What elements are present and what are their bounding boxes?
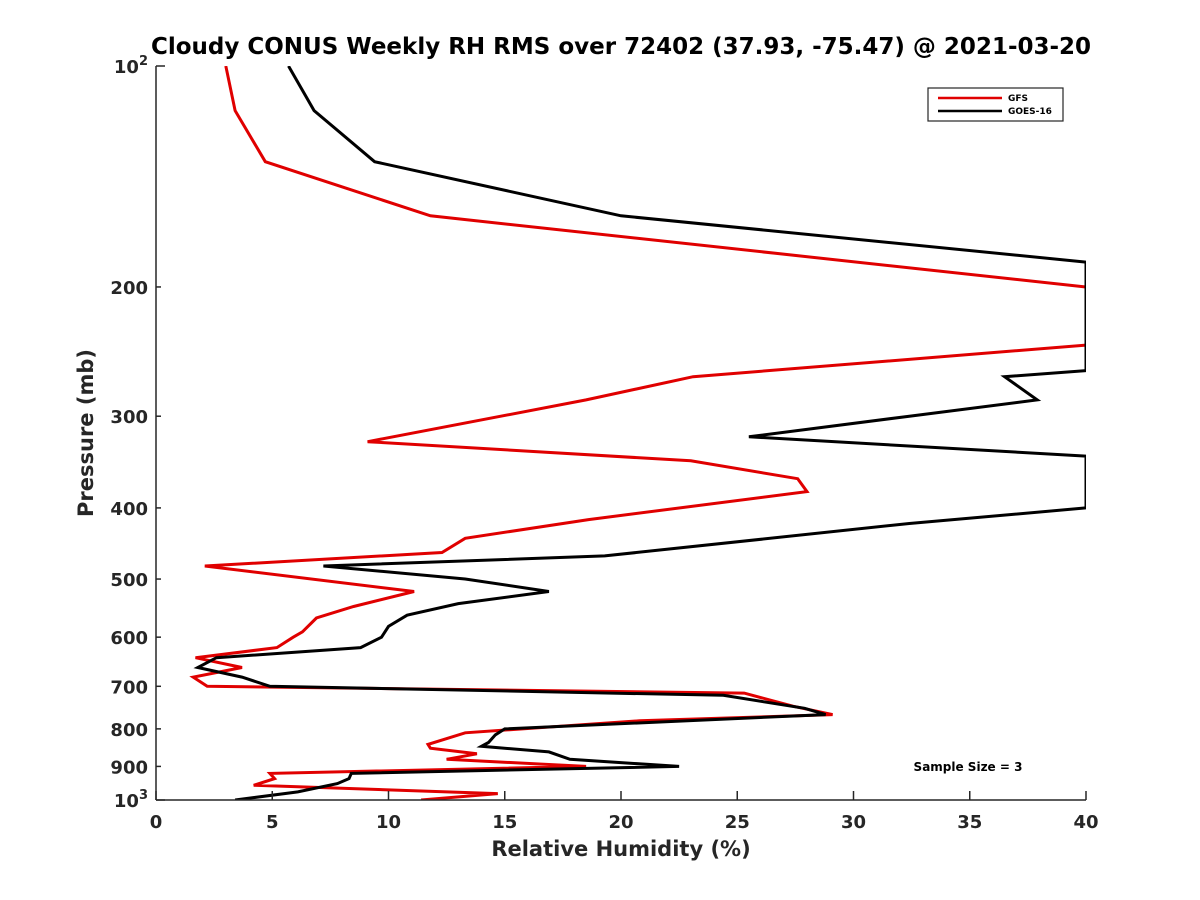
x-axis-label: Relative Humidity (%)	[491, 837, 750, 861]
y-tick-label: 300	[110, 407, 148, 428]
legend-label: GFS	[1008, 94, 1028, 104]
y-tick-label: 102	[114, 54, 148, 78]
y-tick-label: 900	[110, 757, 148, 778]
plot-area: 0 5 10 15 20 25 30 35 40 102 200 300 400 500 600 700 800…	[110, 54, 1098, 833]
y-tick-label: 400	[110, 499, 148, 520]
chart-title: Cloudy CONUS Weekly RH RMS over 72402 (3…	[151, 34, 1091, 60]
x-tick-label: 15	[492, 812, 517, 833]
x-tick-label: 20	[608, 812, 633, 833]
x-tick-label: 40	[1073, 812, 1098, 833]
legend-label: GOES-16	[1008, 107, 1052, 117]
y-tick-label: 700	[110, 677, 148, 698]
y-axis-label: Pressure (mb)	[74, 349, 98, 517]
sample-size-annotation: Sample Size = 3	[914, 760, 1023, 774]
x-tick-label: 10	[376, 812, 401, 833]
x-tick-label: 25	[725, 812, 750, 833]
x-tick-label: 30	[841, 812, 866, 833]
legend: GFS GOES-16	[927, 87, 1064, 122]
series-layer	[189, 66, 1086, 800]
y-tick-label: 800	[110, 720, 148, 741]
y-tick-label: 500	[110, 570, 148, 591]
y-tick-label: 600	[110, 628, 148, 649]
series-line-goes-16	[193, 66, 1086, 800]
x-tick-label: 35	[957, 812, 982, 833]
ticks-layer: 0 5 10 15 20 25 30 35 40 102 200 300 400 500 600 700 800…	[110, 54, 1098, 833]
series-line-gfs	[189, 66, 1086, 800]
x-tick-label: 5	[266, 812, 279, 833]
legend-box	[927, 87, 1064, 122]
y-tick-label: 200	[110, 278, 148, 299]
x-tick-label: 0	[150, 812, 163, 833]
y-tick-label: 103	[114, 788, 148, 812]
